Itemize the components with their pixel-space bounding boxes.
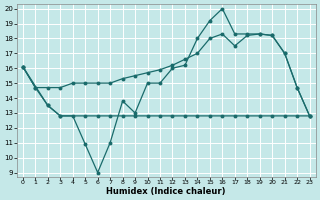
X-axis label: Humidex (Indice chaleur): Humidex (Indice chaleur) — [107, 187, 226, 196]
